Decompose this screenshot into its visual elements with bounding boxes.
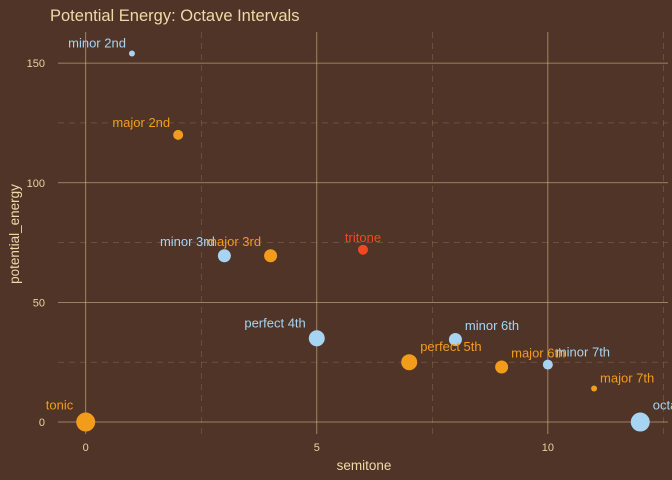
x-tick-label: 5 <box>314 442 320 454</box>
y-tick-label: 150 <box>27 58 45 70</box>
point-label: perfect 4th <box>244 315 305 330</box>
data-point <box>217 249 231 263</box>
x-tick-labels: 0 5 10 <box>83 442 554 454</box>
point-label: octave <box>653 398 672 413</box>
point-label: tonic <box>46 398 74 413</box>
y-tick-labels: 0 50 100 150 <box>27 58 45 429</box>
data-point <box>630 412 650 432</box>
point-label: minor 6th <box>465 318 519 333</box>
y-tick-label: 0 <box>39 417 45 429</box>
y-tick-label: 100 <box>27 178 45 190</box>
data-point <box>358 244 368 255</box>
major-gridlines <box>58 32 668 434</box>
chart-title: Potential Energy: Octave Intervals <box>50 7 299 25</box>
data-point <box>401 354 418 371</box>
point-label: major 6th <box>511 346 565 361</box>
minor-gridlines <box>58 32 668 434</box>
data-point <box>128 50 135 57</box>
data-point <box>173 129 184 140</box>
y-tick-label: 50 <box>33 297 45 309</box>
x-tick-label: 0 <box>83 442 89 454</box>
point-label: perfect 5th <box>420 339 481 354</box>
data-point <box>264 249 278 263</box>
data-point <box>542 359 553 370</box>
point-label: minor 7th <box>556 345 610 360</box>
data-point <box>495 360 509 374</box>
y-axis-title: potential_energy <box>7 184 22 284</box>
point-label: minor 3rd <box>160 234 215 249</box>
point-label: major 2nd <box>112 115 170 130</box>
point-label: major 3rd <box>206 234 261 249</box>
x-axis-title: semitone <box>337 458 392 473</box>
point-label: tritone <box>345 230 381 245</box>
data-point <box>76 412 96 432</box>
x-tick-label: 10 <box>542 442 554 454</box>
data-point <box>448 332 462 346</box>
data-points <box>76 50 650 432</box>
point-label: minor 2nd <box>68 36 126 51</box>
data-point <box>591 385 598 392</box>
point-label: major 7th <box>600 371 654 386</box>
data-point <box>308 330 325 347</box>
